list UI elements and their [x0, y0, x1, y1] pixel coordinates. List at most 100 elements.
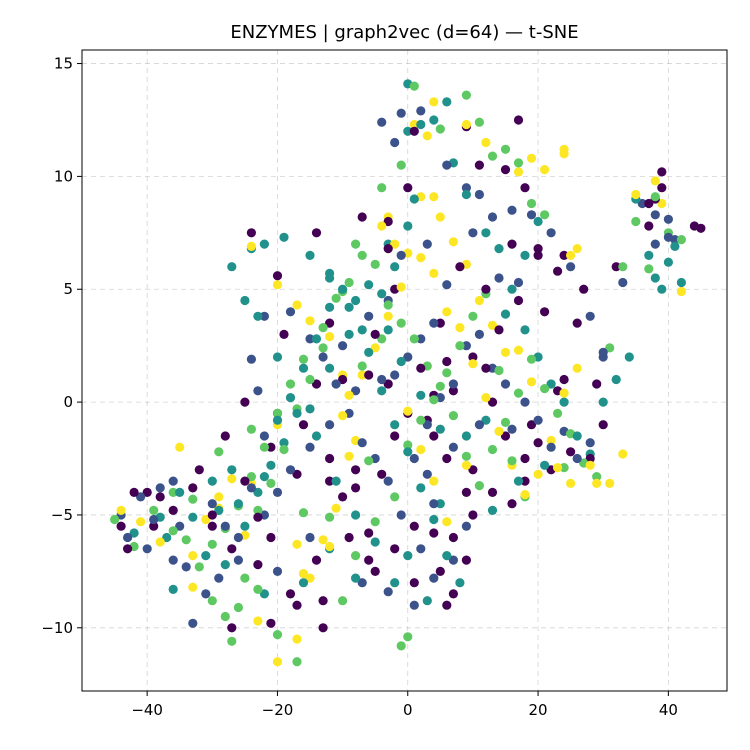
scatter-point [279, 232, 289, 242]
scatter-point [325, 453, 335, 464]
scatter-point [403, 352, 413, 362]
scatter-point [396, 160, 406, 170]
scatter-point [540, 165, 550, 175]
scatter-point [266, 442, 276, 452]
scatter-point [448, 532, 458, 543]
scatter-point [442, 551, 452, 561]
scatter-point [396, 356, 406, 367]
scatter-point [396, 318, 406, 328]
scatter-point [526, 153, 537, 163]
scatter-point [325, 512, 335, 522]
scatter-point [129, 528, 139, 538]
scatter-point [416, 106, 426, 116]
scatter-point [409, 578, 419, 588]
scatter-point [246, 228, 256, 238]
scatter-point [598, 420, 608, 430]
scatter-point [396, 108, 406, 118]
scatter-point [520, 397, 530, 407]
scatter-point [546, 228, 556, 238]
scatter-point [344, 451, 354, 461]
scatter-point [461, 189, 471, 200]
scatter-point [155, 537, 165, 547]
scatter-point [474, 189, 484, 200]
scatter-point [123, 532, 133, 543]
scatter-point [487, 505, 498, 515]
scatter-point [605, 478, 615, 488]
scatter-point [272, 352, 283, 362]
scatter-point [201, 514, 211, 525]
scatter-point [461, 487, 471, 497]
scatter-point [253, 584, 263, 595]
scatter-point [298, 569, 309, 579]
scatter-point [559, 250, 569, 260]
scatter-point [546, 435, 556, 446]
y-tick-label: −5 [51, 506, 73, 524]
grid [82, 50, 727, 691]
scatter-point [357, 212, 367, 222]
scatter-point [175, 442, 185, 452]
scatter-point [390, 262, 400, 272]
scatter-point [364, 528, 374, 538]
scatter-point [572, 453, 582, 464]
scatter-point [663, 214, 674, 224]
scatter-point [416, 334, 426, 344]
scatter-point [403, 221, 413, 231]
scatter-point [285, 393, 296, 403]
scatter-point [526, 210, 537, 220]
scatter-point [520, 183, 530, 193]
scatter-point [383, 379, 393, 389]
scatter-point [266, 478, 276, 488]
scatter-point [644, 198, 654, 209]
scatter-point [188, 551, 198, 561]
scatter-point [592, 379, 602, 389]
scatter-point [357, 438, 367, 448]
scatter-point [455, 262, 465, 272]
scatter-point [377, 183, 387, 193]
scatter-point [266, 618, 276, 628]
scatter-point [272, 657, 283, 667]
scatter-point [513, 388, 524, 398]
scatter-point [298, 578, 309, 588]
scatter-point [338, 596, 348, 606]
y-axis: −10 −5 0 5 10 15 [41, 55, 82, 637]
scatter-point [338, 374, 348, 385]
scatter-point [116, 521, 126, 531]
scatter-point [487, 320, 498, 330]
scatter-point [526, 354, 537, 364]
scatter-point [416, 363, 426, 373]
scatter-point [305, 442, 315, 452]
scatter-point [357, 578, 367, 588]
scatter-point [455, 341, 465, 351]
scatter-point [188, 618, 198, 628]
scatter-point [136, 517, 146, 527]
scatter-point [129, 487, 139, 497]
scatter-point [416, 544, 426, 554]
scatter-point [214, 505, 224, 515]
scatter-point [207, 476, 217, 486]
scatter-point [227, 623, 237, 633]
scatter-point [559, 144, 569, 154]
scatter-point [513, 476, 524, 486]
scatter-point [338, 284, 348, 294]
scatter-point [533, 244, 543, 254]
scatter-point [383, 325, 393, 335]
scatter-point [325, 476, 335, 486]
scatter-point [233, 499, 243, 509]
scatter-point [429, 395, 439, 405]
scatter-point [435, 499, 445, 509]
y-tick-label: 5 [63, 280, 73, 298]
scatter-point [207, 521, 217, 531]
scatter-point [253, 505, 263, 515]
scatter-point [338, 492, 348, 502]
scatter-point [390, 137, 400, 148]
scatter-point [468, 352, 478, 362]
scatter-point [220, 431, 230, 441]
scatter-point [207, 596, 217, 606]
scatter-point [676, 277, 687, 288]
scatter-point [507, 205, 517, 215]
scatter-point [377, 334, 387, 344]
scatter-point [233, 532, 243, 543]
scatter-point [513, 158, 524, 168]
